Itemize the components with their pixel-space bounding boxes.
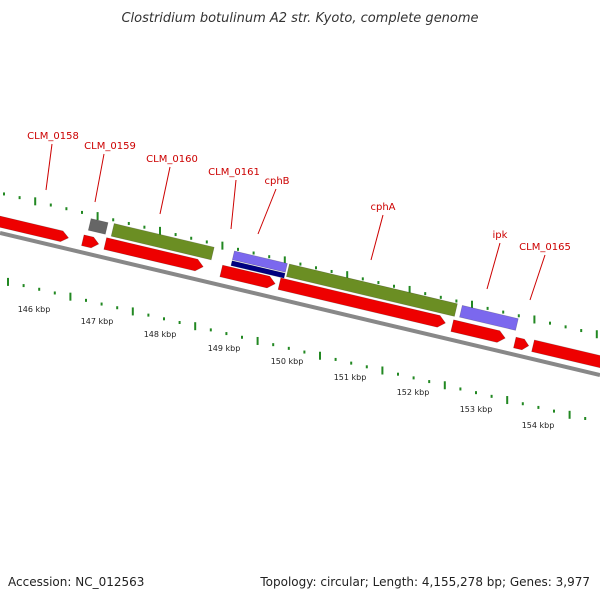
cds-arrow (103, 237, 204, 272)
label-leader-line (94, 153, 105, 203)
gene-label: CLM_0161 (208, 167, 260, 178)
feature-block (230, 260, 286, 279)
inner-tick-track (7, 277, 587, 420)
label-leader-line (45, 143, 53, 191)
cds-arrow-shape (0, 215, 70, 242)
accession-text: Accession: NC_012563 (8, 575, 144, 589)
kbp-label: 151 kbp (334, 373, 367, 382)
label-leader-line (370, 214, 384, 261)
cds-arrow (219, 264, 276, 289)
feature-block (286, 263, 458, 317)
label-leader-line (257, 188, 277, 235)
gene-block (87, 218, 109, 235)
feature-block-shape (231, 250, 288, 273)
gene-label: cphA (370, 202, 395, 213)
label-leader-line (159, 166, 171, 215)
kbp-label: 152 kbp (397, 388, 430, 397)
gene-label: CLM_0159 (84, 141, 136, 152)
cds-arrow-shape (277, 277, 446, 328)
cds-arrow (531, 339, 600, 370)
gene-label: CLM_0165 (519, 242, 571, 253)
gene-label: CLM_0160 (146, 154, 198, 165)
map-title: Clostridium botulinum A2 str. Kyoto, com… (121, 11, 478, 26)
cds-arrow-shape (513, 336, 530, 351)
label-leader-line (486, 242, 501, 290)
cds-arrow (277, 277, 446, 328)
gene-label: ipk (493, 230, 508, 241)
label-leader-line (529, 254, 546, 301)
genome-summary-text: Topology: circular; Length: 4,155,278 bp… (259, 575, 590, 589)
feature-block-shape (286, 263, 458, 317)
cds-arrow-shape (81, 234, 100, 249)
gene-label: CLM_0158 (27, 131, 79, 142)
feature-block (110, 223, 215, 261)
kbp-label: 150 kbp (271, 357, 304, 366)
feature-track (0, 215, 600, 370)
kbp-label: 147 kbp (81, 317, 114, 326)
cds-arrow-shape (450, 319, 506, 343)
feature-block (459, 305, 519, 331)
cds-arrow-shape (531, 339, 600, 370)
kbp-label: 149 kbp (208, 344, 241, 353)
feature-block-shape (459, 305, 519, 331)
cds-arrow-shape (219, 264, 276, 289)
cds-arrow-shape (103, 237, 204, 272)
label-leader-line (230, 179, 237, 230)
cds-arrow (513, 336, 530, 351)
kbp-label: 146 kbp (18, 305, 51, 314)
feature-block-shape (110, 223, 215, 261)
kbp-label: 153 kbp (460, 405, 493, 414)
cds-arrow (81, 234, 100, 249)
feature-block (231, 250, 288, 273)
gene-label: cphB (264, 176, 289, 187)
kbp-label-layer: 146 kbp 147 kbp 148 kbp 149 kbp 150 kbp 151 k… (18, 305, 555, 430)
cds-arrow (0, 215, 70, 242)
cds-arrow (450, 319, 506, 343)
gene-block-shape (87, 218, 109, 235)
kbp-label: 148 kbp (144, 330, 177, 339)
feature-block-shape (230, 260, 286, 279)
gene-label-layer: CLM_0158 CLM_0159 CLM_0160 CLM_0161 cphB cphA… (27, 131, 571, 301)
genome-backbone (0, 231, 600, 377)
kbp-label: 154 kbp (522, 421, 555, 430)
